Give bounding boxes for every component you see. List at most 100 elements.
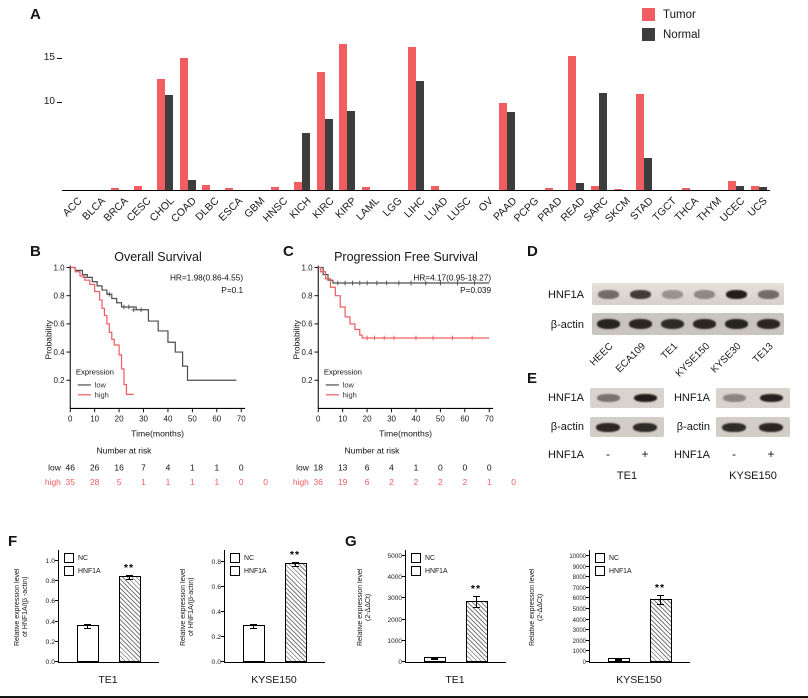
y-axis-label: Relative expression level (2-ΔΔCt) xyxy=(357,548,372,666)
lane-label-te13: TE13 xyxy=(751,341,776,366)
tcga-expression-chart: 10 15 ACC BLCA BRCA CESC CHOL COAD DLBC ESCA GBM HN… xyxy=(44,40,770,225)
bar-normal-kirp xyxy=(347,110,356,190)
km-text: 1 xyxy=(166,477,171,487)
bar-chart-f-te1: Relative expression level of HNF1A/(β -ac… xyxy=(12,548,178,696)
bar-chart-g-te1: Relative expression level (2-ΔΔCt) 0 1000 20… xyxy=(355,548,521,696)
error-bar xyxy=(86,624,88,629)
bar-tumor-skcm xyxy=(613,188,622,190)
plot-area: 0.0 0.2 0.4 0.6 0.8 ** NC HNF1A xyxy=(212,549,325,666)
legend-label: NC xyxy=(609,554,619,562)
protein-band xyxy=(722,422,746,432)
bar-normal-sarc xyxy=(598,92,607,190)
legend-swatch xyxy=(64,566,74,576)
y-tick-label: 2000 xyxy=(387,616,402,624)
category-label-lgg: LGG xyxy=(380,195,405,220)
overall-survival-plot: 0 10 20 30 40 50 60 700.20.40.60.81.0Probabilit… xyxy=(43,263,268,487)
e-te1-condition-label: HNF1A xyxy=(547,449,584,461)
error-bar-cap xyxy=(291,561,299,563)
bar-normal-read xyxy=(575,182,584,190)
error-bar-cap xyxy=(614,659,622,661)
e-kyse-plus: + xyxy=(767,447,775,461)
km-curve-high xyxy=(318,266,490,339)
y-axis-label-line: of HNF1A/(β -actin) xyxy=(22,576,29,638)
legend-item-tumor: Tumor xyxy=(642,8,700,21)
e-kyse-condition-label: HNF1A xyxy=(673,449,710,461)
category-label-kirp: KIRP xyxy=(333,195,359,221)
y-tick xyxy=(586,586,589,588)
km-text: HR=1.98(0.86-4.55) xyxy=(170,274,243,283)
protein-band xyxy=(634,394,657,402)
y-tick-label: 5000 xyxy=(572,607,586,613)
y-tick-label: 0.4 xyxy=(211,609,221,617)
error-bar xyxy=(128,576,130,581)
y-axis-tick xyxy=(57,57,62,59)
legend-item-nc: NC xyxy=(64,553,101,563)
km-text: 70 xyxy=(237,415,246,424)
bar-tumor-stad xyxy=(636,93,645,190)
km-text: 0 xyxy=(511,477,516,487)
bar-normal-kirc xyxy=(324,119,333,190)
km-text: low xyxy=(343,381,355,390)
y-tick xyxy=(221,661,224,662)
pfs-title: Progression Free Survival xyxy=(334,250,478,264)
category-label-thym: THYM xyxy=(694,195,725,225)
km-text: 1.0 xyxy=(54,263,66,272)
plot-area: 0 1000 2000 3000 4000 5000 6000 7000 8000 9000 100… xyxy=(569,550,690,666)
panel-label-g: G xyxy=(345,533,357,550)
bar-hnf1a xyxy=(119,576,141,662)
bar-hnf1a xyxy=(285,562,307,662)
legend-swatch xyxy=(230,553,240,563)
km-text: 13 xyxy=(338,462,348,472)
os-title: Overall Survival xyxy=(114,250,202,264)
y-tick xyxy=(586,661,589,662)
y-tick xyxy=(55,580,58,582)
km-text: low xyxy=(296,462,310,472)
error-bar-cap xyxy=(430,657,438,659)
y-axis-label-line: (2-ΔΔCt) xyxy=(365,593,372,621)
bar-normal-ucec xyxy=(735,186,744,190)
y-tick xyxy=(586,608,589,609)
bar-normal-paad xyxy=(507,112,516,190)
km-text: 18 xyxy=(314,462,324,472)
km-text: 0.6 xyxy=(54,320,66,329)
category-label-dlbc: DLBC xyxy=(193,195,222,224)
y-tick xyxy=(221,561,224,563)
category-label-hnsc: HNSC xyxy=(260,195,291,225)
error-bar-cap xyxy=(656,603,664,605)
e-te1-plus: + xyxy=(641,447,649,461)
legend-item-nc: NC xyxy=(595,553,632,563)
e-te1-minus: - xyxy=(606,447,610,461)
km-text: 70 xyxy=(485,415,494,424)
e-kyse-hnf1a-label: HNF1A xyxy=(673,392,710,404)
protein-band xyxy=(597,319,620,329)
km-curve-low xyxy=(318,266,490,284)
km-text: 0 xyxy=(316,415,321,424)
lane-label-heec: HEEC xyxy=(588,341,616,369)
protein-band xyxy=(633,422,657,432)
error-bar-cap xyxy=(249,627,257,629)
km-text: 10 xyxy=(90,415,99,424)
km-text: high xyxy=(343,390,357,399)
protein-band xyxy=(693,319,716,329)
legend-label: HNF1A xyxy=(425,567,448,575)
km-text: low xyxy=(95,381,107,390)
km-text: 30 xyxy=(387,415,396,424)
protein-band xyxy=(598,289,619,299)
km-curve-low xyxy=(70,266,237,381)
y-tick-label: 0.2 xyxy=(45,638,55,646)
error-bar-cap xyxy=(83,627,91,629)
error-bar xyxy=(475,597,477,609)
y-tick-label: 0.0 xyxy=(45,659,55,666)
protein-band xyxy=(725,319,748,329)
bar-tumor-sarc xyxy=(590,186,599,190)
panel-label-a: A xyxy=(30,6,41,23)
category-label-blca: BLCA xyxy=(79,195,108,223)
lane-label-te1: TE1 xyxy=(659,341,680,362)
plot-area: 0 1000 2000 3000 4000 5000 ** NC HNF1A xyxy=(388,550,506,666)
km-text: 40 xyxy=(412,415,421,424)
bar-tumor-coad xyxy=(179,57,188,190)
e-te1-actin-label: β-actin xyxy=(550,421,584,433)
km-text: 0 xyxy=(239,477,244,487)
y-tick xyxy=(55,600,58,602)
y-tick-label: 8000 xyxy=(572,575,586,582)
